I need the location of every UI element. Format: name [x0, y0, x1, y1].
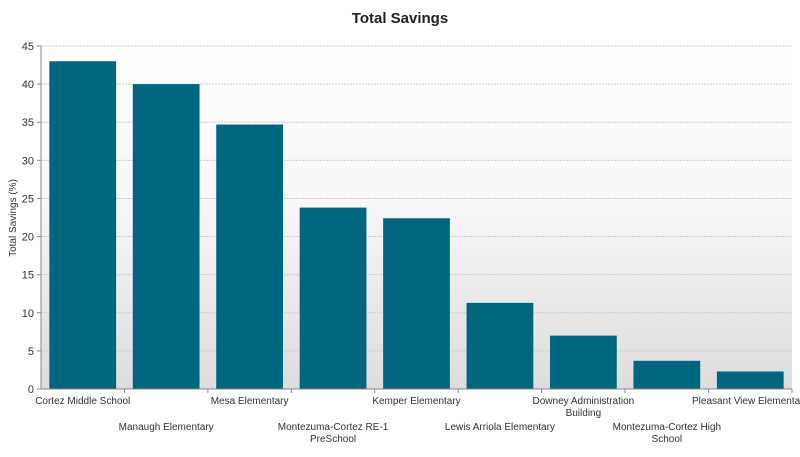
x-category-label-line: Manaugh Elementary: [119, 422, 214, 433]
y-tick-label: 0: [28, 384, 34, 396]
y-tick-label: 40: [22, 79, 34, 91]
y-tick-label: 35: [22, 117, 34, 129]
y-tick-label: 25: [22, 193, 34, 205]
bar[interactable]: [216, 124, 283, 390]
bar[interactable]: [132, 84, 200, 389]
y-tick-labels: 0 5 10 15 20 25 30 35 40 45: [22, 41, 41, 396]
x-category-label-line: Building: [566, 408, 602, 419]
y-tick-label: 30: [22, 155, 34, 167]
bar[interactable]: [299, 207, 367, 389]
y-tick-label: 45: [22, 41, 34, 53]
bar[interactable]: [633, 360, 701, 389]
x-category-label: Downey Administration Building: [533, 396, 635, 419]
y-tick-label: 20: [22, 232, 34, 244]
x-category-label: Pleasant View Elementary: [692, 396, 800, 407]
x-category-label: Kemper Elementary: [372, 396, 460, 407]
y-tick-label: 15: [22, 270, 34, 282]
bar[interactable]: [466, 302, 534, 389]
x-category-label-line: Mesa Elementary: [211, 396, 289, 407]
x-category-label-line: Montezuma-Cortez RE-1: [278, 422, 389, 433]
bar[interactable]: [49, 61, 117, 389]
x-category-label: Manaugh Elementary: [119, 422, 214, 433]
x-category-label-line: Cortez Middle School: [35, 396, 130, 407]
x-category-label: Montezuma-Cortez High School: [613, 422, 721, 445]
x-category-label-line: Downey Administration: [533, 396, 635, 407]
y-tick-label: 5: [28, 346, 34, 358]
x-category-label-line: Kemper Elementary: [372, 396, 460, 407]
axes: [40, 46, 792, 390]
x-category-label: Cortez Middle School: [35, 396, 130, 407]
bar[interactable]: [716, 371, 784, 389]
x-category-label-line: School: [652, 434, 683, 445]
x-category-label-line: Pleasant View Elementary: [692, 396, 800, 407]
y-tick-label: 10: [22, 308, 34, 320]
x-category-label-line: Lewis Arriola Elementary: [445, 422, 555, 433]
x-category-label-line: Montezuma-Cortez High: [613, 422, 721, 433]
x-category-label: Lewis Arriola Elementary: [445, 422, 555, 433]
x-category-label-line: PreSchool: [310, 434, 356, 445]
x-category-label: Montezuma-Cortez RE-1 PreSchool: [278, 422, 389, 445]
y-axis-label: Total Savings (%): [8, 179, 19, 257]
x-category-label: Mesa Elementary: [211, 396, 289, 407]
bar[interactable]: [383, 218, 450, 389]
bar[interactable]: [550, 335, 617, 389]
chart-title: Total Savings: [352, 10, 448, 27]
x-category-labels: Cortez Middle School Manaugh Elementary Me…: [35, 389, 800, 445]
bars: [49, 61, 784, 390]
